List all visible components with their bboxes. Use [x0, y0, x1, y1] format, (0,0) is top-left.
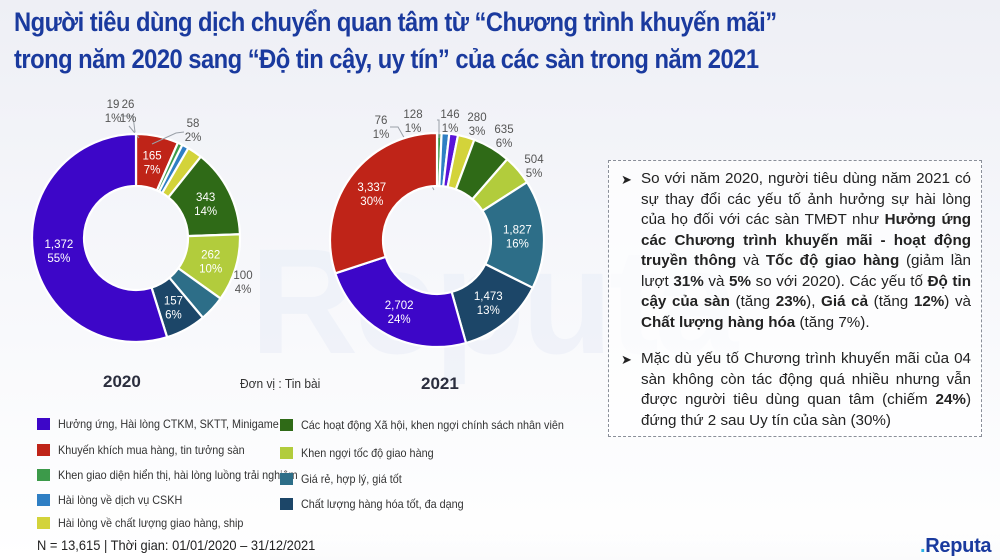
insight-item-0: ➤ So với năm 2020, người tiêu dùng năm 2…: [621, 169, 971, 333]
slice-label: 19: [107, 99, 120, 111]
legend-swatch: [280, 498, 293, 510]
slice-label: 5%: [526, 168, 543, 180]
sample-size-note: N = 13,615 | Thời gian: 01/01/2020 – 31/…: [37, 537, 316, 553]
legend-swatch: [280, 447, 293, 459]
legend-item-3: Hài lòng về dịch vụ CSKH: [37, 493, 196, 507]
legend-item-5: Các hoạt động Xã hội, khen ngợi chính sá…: [280, 418, 593, 432]
legend-swatch: [280, 419, 293, 431]
legend-swatch: [37, 444, 50, 456]
slice-label: 26: [122, 99, 135, 111]
slice-label: 1%: [373, 129, 390, 141]
slice-label: 7%: [144, 165, 161, 177]
chart-year-2021: 2021: [421, 374, 459, 393]
slice-label: 76: [375, 115, 388, 127]
donut-slice: [328, 131, 439, 275]
legend-item-6: Khen ngợi tốc độ giao hàng: [280, 446, 448, 460]
arrow-bullet-icon: ➤: [621, 352, 632, 367]
slice-label: 635: [494, 124, 513, 136]
page-title: Người tiêu dùng dịch chuyển quan tâm từ …: [14, 4, 806, 78]
slice-label: 1%: [442, 123, 459, 135]
slice-label: 280: [467, 112, 486, 124]
slice-label: 14%: [194, 206, 217, 218]
legend-swatch: [37, 494, 50, 506]
slice-label: 58: [187, 118, 200, 130]
slice-label: 100: [233, 270, 252, 282]
leader-line: [151, 131, 185, 145]
leader-line: [437, 119, 440, 138]
slice-label: 1,473: [474, 291, 503, 303]
slice-label: 262: [201, 249, 220, 261]
slice-label: 1%: [105, 113, 122, 125]
slice-label: 30%: [360, 196, 383, 208]
slice-label: 4%: [235, 284, 252, 296]
chart-year-2020: 2020: [103, 372, 141, 391]
donut-slice: [30, 132, 169, 344]
slice-label: 6%: [165, 309, 182, 321]
unit-label: Đơn vị : Tin bài: [240, 376, 321, 391]
slice-label: 6%: [496, 138, 513, 150]
legend-swatch: [37, 517, 50, 529]
slice-label: 3,337: [357, 182, 386, 194]
legend-item-1: Khuyến khích mua hàng, tin tưởng sàn: [37, 443, 265, 457]
legend-item-2: Khen giao diện hiển thị, hài lòng luồng …: [37, 468, 324, 482]
slice-label: 128: [403, 109, 422, 121]
arrow-bullet-icon: ➤: [621, 172, 632, 187]
donut-slice: [333, 255, 468, 349]
insight-item-1: ➤ Mặc dù yếu tố Chương trình khuyến mãi …: [621, 349, 971, 431]
legend-swatch: [280, 473, 293, 485]
insight-text: Mặc dù yếu tố Chương trình khuyến mãi củ…: [641, 350, 971, 429]
slice-label: 1,827: [503, 225, 532, 237]
leader-line: [121, 115, 136, 133]
insight-box: ➤ So với năm 2020, người tiêu dùng năm 2…: [608, 160, 982, 437]
slice-label: 343: [196, 192, 215, 204]
slice-label: 2,702: [385, 300, 414, 312]
slice-label: 16%: [506, 239, 529, 251]
slice-label: 1,372: [45, 239, 74, 251]
slice-label: 13%: [477, 305, 500, 317]
slice-label: 2%: [185, 132, 202, 144]
slice-label: 1%: [405, 123, 422, 135]
bottom-shade: [270, 528, 1000, 560]
legend-swatch: [37, 418, 50, 430]
legend-item-0: Hưởng ứng, Hài lòng CTKM, SKTT, Minigame: [37, 417, 303, 431]
slice-label: 24%: [388, 314, 411, 326]
legend-swatch: [37, 469, 50, 481]
slice-label: 146: [440, 109, 459, 121]
leader-line: [128, 125, 140, 139]
slice-label: 1%: [120, 113, 137, 125]
insight-text: So với năm 2020, người tiêu dùng năm 202…: [641, 170, 972, 331]
reputa-logo: .Reputa: [920, 535, 992, 557]
legend-item-7: Giá rẻ, hợp lý, giá tốt: [280, 472, 413, 486]
legend-item-4: Hài lòng về chất lượng giao hàng, ship: [37, 516, 264, 530]
slice-label: 165: [142, 151, 161, 163]
slice-label: 3%: [469, 126, 486, 138]
slice-label: 10%: [199, 263, 222, 275]
slice-label: 157: [164, 295, 183, 307]
slice-label: 504: [524, 154, 544, 166]
title-line-2: trong năm 2020 sang “Độ tin cậy, uy tín”…: [14, 44, 759, 74]
legend-item-8: Chất lượng hàng hóa tốt, đa dạng: [280, 497, 482, 511]
title-line-1: Người tiêu dùng dịch chuyển quan tâm từ …: [14, 7, 777, 37]
slice-label: 55%: [47, 253, 70, 265]
